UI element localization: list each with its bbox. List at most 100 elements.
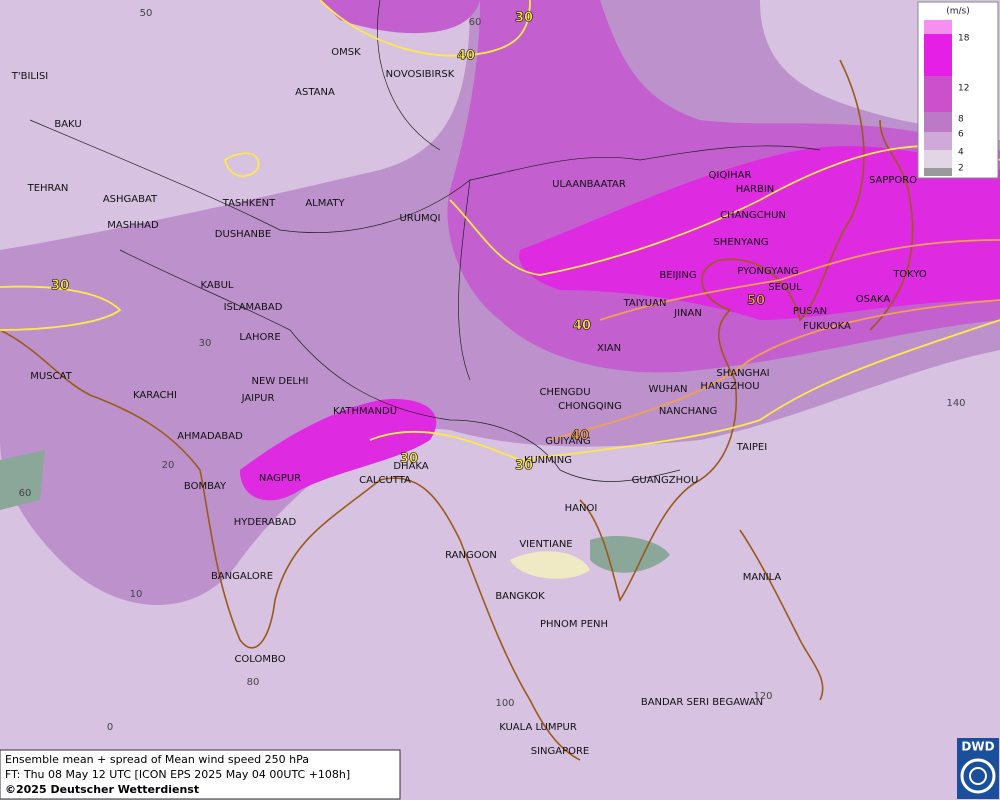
city-label: OMSK bbox=[331, 47, 361, 58]
city-label: NEW DELHI bbox=[252, 376, 309, 387]
grid-label: 10 bbox=[130, 589, 143, 600]
legend-swatch bbox=[924, 150, 952, 168]
city-label: PYONGYANG bbox=[737, 266, 798, 277]
city-label: HANGZHOU bbox=[700, 381, 759, 392]
grid-label: 60 bbox=[469, 17, 482, 28]
legend: (m/s) 18 12 8 6 4 2 bbox=[917, 1, 999, 179]
legend-unit: (m/s) bbox=[946, 7, 970, 17]
city-label: ASTANA bbox=[295, 87, 335, 98]
wind-core bbox=[519, 146, 1000, 320]
city-label: DHAKA bbox=[393, 461, 428, 472]
legend-swatch bbox=[924, 132, 952, 150]
city-label: TASHKENT bbox=[222, 198, 276, 209]
city-label: SAPPORO bbox=[869, 175, 917, 186]
city-label: BAKU bbox=[54, 119, 81, 130]
city-label: PHNOM PENH bbox=[540, 619, 608, 630]
city-label: SINGAPORE bbox=[531, 746, 590, 757]
city-label: SEOUL bbox=[768, 282, 802, 293]
city-label: TEHRAN bbox=[27, 183, 69, 194]
grid-label: 30 bbox=[199, 338, 212, 349]
contour-label: 50 bbox=[747, 294, 765, 309]
legend-level: 6 bbox=[958, 130, 964, 140]
city-labels: OMSK NOVOSIBIRSK ASTANA T'BILISI BAKU TEHRAN A… bbox=[11, 47, 927, 757]
city-label: MASHHAD bbox=[107, 220, 159, 231]
contour-label: 30 bbox=[515, 459, 533, 474]
grid-label: 50 bbox=[140, 8, 153, 19]
city-label: VIENTIANE bbox=[519, 539, 572, 550]
legend-level: 12 bbox=[958, 84, 969, 94]
city-label: CHENGDU bbox=[539, 387, 590, 398]
logo: DWD bbox=[957, 738, 999, 799]
grid-label: 20 bbox=[162, 460, 175, 471]
city-label: KARACHI bbox=[133, 390, 177, 401]
legend-level: 8 bbox=[958, 115, 964, 125]
city-label: ALMATY bbox=[305, 198, 345, 209]
city-label: COLOMBO bbox=[234, 654, 285, 665]
city-label: ASHGABAT bbox=[103, 194, 158, 205]
calm-area bbox=[510, 551, 590, 579]
city-label: SHENYANG bbox=[713, 237, 768, 248]
city-label: CHONGQING bbox=[558, 401, 622, 412]
wind-area bbox=[320, 0, 480, 34]
city-label: BANDAR SERI BEGAWAN bbox=[641, 697, 763, 708]
city-label: KUALA LUMPUR bbox=[499, 722, 577, 733]
city-label: URUMQI bbox=[399, 213, 440, 224]
city-label: XIAN bbox=[597, 343, 621, 354]
grid-label: 60 bbox=[19, 488, 32, 499]
legend-swatch bbox=[924, 112, 952, 132]
city-label: RANGOON bbox=[445, 550, 497, 561]
calm-area bbox=[0, 450, 670, 573]
city-label: FUKUOKA bbox=[803, 321, 851, 332]
city-label: TAIPEI bbox=[736, 442, 767, 453]
city-label: CALCUTTA bbox=[359, 475, 411, 486]
city-label: JAIPUR bbox=[241, 393, 275, 404]
legend-swatch bbox=[924, 168, 952, 176]
city-label: WUHAN bbox=[648, 384, 687, 395]
logo-mark bbox=[969, 767, 987, 785]
city-label: KUNMING bbox=[524, 455, 572, 466]
city-label: BEIJING bbox=[659, 270, 696, 281]
legend-swatch bbox=[924, 76, 952, 112]
legend-swatch bbox=[924, 20, 952, 34]
city-label: CHANGCHUN bbox=[720, 210, 786, 221]
grid-labels: 50 60 30 20 60 10 140 80 0 120 100 bbox=[19, 8, 966, 733]
contour-label: 30 bbox=[51, 279, 69, 294]
city-label: KABUL bbox=[201, 280, 234, 291]
city-label: NANCHANG bbox=[659, 406, 717, 417]
contour-labels: 30 40 30 40 50 30 30 40 bbox=[51, 10, 766, 474]
city-label: KATHMANDU bbox=[333, 406, 397, 417]
logo-text: DWD bbox=[961, 740, 994, 754]
city-label: HANOI bbox=[565, 503, 598, 514]
city-label: QIQIHAR bbox=[709, 170, 752, 181]
city-label: T'BILISI bbox=[11, 71, 48, 82]
contour-label: 40 bbox=[573, 319, 591, 334]
city-label: TOKYO bbox=[892, 269, 927, 280]
grid-label: 100 bbox=[495, 698, 514, 709]
grid-label: 0 bbox=[107, 722, 113, 733]
city-label: GUIYANG bbox=[545, 436, 590, 447]
legend-level: 2 bbox=[958, 164, 964, 174]
borders bbox=[29, 0, 821, 482]
city-label: NOVOSIBIRSK bbox=[386, 69, 455, 80]
grid-label: 140 bbox=[946, 398, 965, 409]
city-label: BOMBAY bbox=[184, 481, 227, 492]
footer-title: Ensemble mean + spread of Mean wind spee… bbox=[5, 753, 309, 766]
footer-box bbox=[0, 749, 401, 800]
footer: Ensemble mean + spread of Mean wind spee… bbox=[0, 749, 401, 800]
contour-label: 30 bbox=[400, 452, 418, 467]
city-label: PUSAN bbox=[793, 306, 827, 317]
contour-label: 40 bbox=[571, 429, 589, 444]
legend-level: 18 bbox=[958, 34, 970, 44]
legend-labels: 18 12 8 6 4 2 bbox=[958, 34, 970, 174]
city-label: LAHORE bbox=[239, 332, 280, 343]
city-label: SHANGHAI bbox=[716, 368, 769, 379]
grid-label: 120 bbox=[753, 691, 772, 702]
footer-time: FT: Thu 08 May 12 UTC [ICON EPS 2025 May… bbox=[5, 768, 350, 781]
logo-mark bbox=[960, 758, 996, 794]
city-label: MANILA bbox=[743, 572, 782, 583]
city-label: HARBIN bbox=[736, 184, 775, 195]
city-label: BANGKOK bbox=[495, 591, 545, 602]
city-label: JINAN bbox=[673, 308, 702, 319]
wind-core bbox=[240, 399, 437, 501]
